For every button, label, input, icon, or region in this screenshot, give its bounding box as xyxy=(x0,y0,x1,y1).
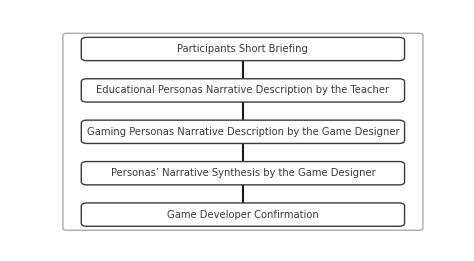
FancyBboxPatch shape xyxy=(82,120,405,144)
FancyBboxPatch shape xyxy=(82,79,405,102)
Text: Game Developer Confirmation: Game Developer Confirmation xyxy=(167,210,319,220)
Text: Participants Short Briefing: Participants Short Briefing xyxy=(177,44,309,54)
Text: Gaming Personas Narrative Description by the Game Designer: Gaming Personas Narrative Description by… xyxy=(87,127,399,137)
FancyBboxPatch shape xyxy=(82,203,405,226)
Text: Personas’ Narrative Synthesis by the Game Designer: Personas’ Narrative Synthesis by the Gam… xyxy=(110,168,375,178)
FancyBboxPatch shape xyxy=(82,37,405,61)
Text: Educational Personas Narrative Description by the Teacher: Educational Personas Narrative Descripti… xyxy=(96,85,390,96)
FancyBboxPatch shape xyxy=(82,162,405,185)
